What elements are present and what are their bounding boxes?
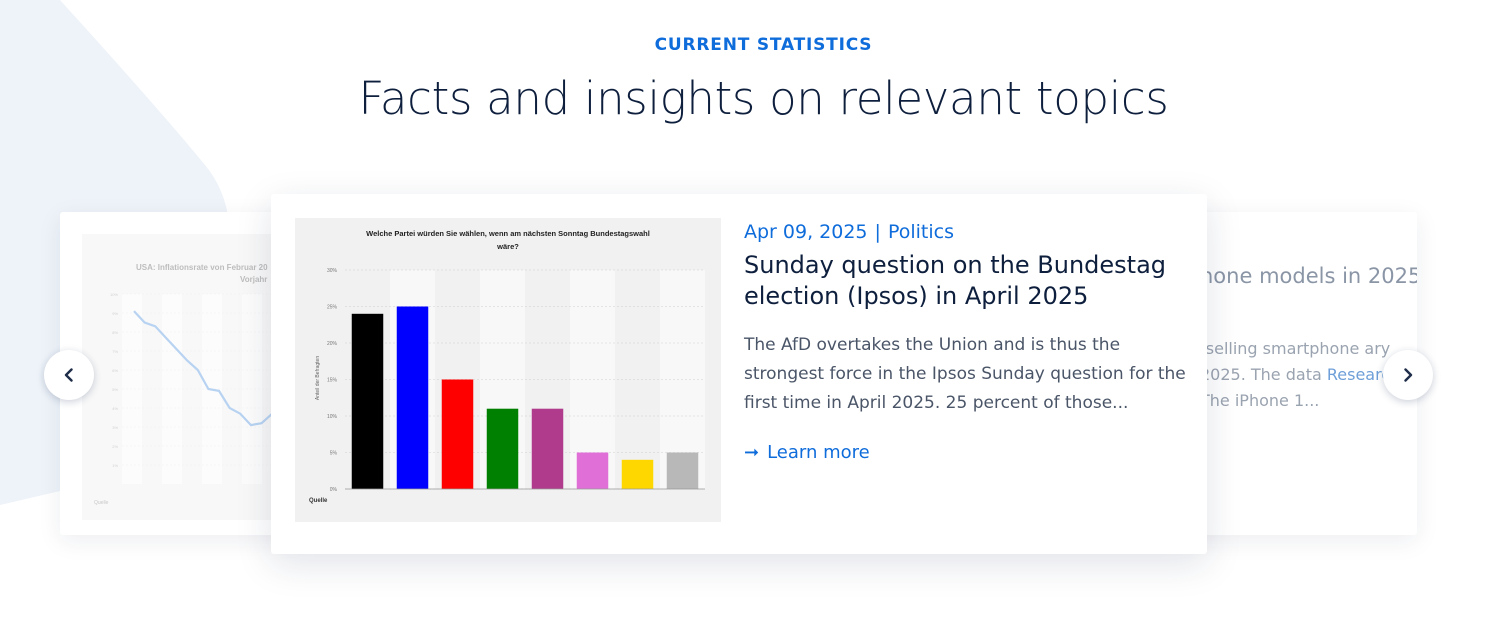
next-card-source-link[interactable]: Research [1326,365,1401,384]
statistic-thumbnail[interactable]: Welche Partei würden Sie wählen, wenn am… [295,218,721,522]
carousel-card-previous[interactable]: USA: Inflationsrate von Februar 20 Vorja… [60,212,300,535]
section-eyebrow: CURRENT STATISTICS [654,35,873,55]
chart-bar [531,408,564,489]
chart-source-label: Quelle [309,498,328,504]
carousel-prev-button[interactable] [44,350,94,400]
learn-more-label: Learn more [767,442,870,463]
left-chart-y-tick: 1% [112,463,118,468]
article-description: The AfD overtakes the Union and is thus … [744,335,1186,413]
chart-bar [576,452,609,489]
meta-separator: | [874,221,881,243]
next-card-desc-start: -selling smartphone ary 2025. The data [1200,339,1391,384]
chevron-right-icon [1404,368,1413,382]
left-chart-y-tick: 8% [112,330,118,335]
next-card-title: hone models in 2025 [1200,264,1417,288]
chart-bar [396,306,429,489]
chart-y-axis-label: Anteil der Befragten [315,356,321,400]
chart-title-line-2: wäre? [496,242,519,251]
inflation-line-chart: USA: Inflationsrate von Februar 20 Vorja… [82,234,282,520]
chart-bar [486,408,519,489]
left-chart-y-tick: 6% [112,368,118,373]
left-chart-subtitle: Vorjahr [240,275,267,284]
carousel-card-active[interactable]: Welche Partei würden Sie wählen, wenn am… [271,194,1207,554]
left-chart-y-tick: 5% [112,387,118,392]
party-poll-bar-chart: Welche Partei würden Sie wählen, wenn am… [295,218,721,522]
chart-y-tick-label: 10% [327,414,338,420]
chart-y-tick-label: 0% [330,487,338,493]
article-meta: Apr 09, 2025 | Politics [744,221,954,243]
carousel-next-button[interactable] [1383,350,1433,400]
article-date: Apr 09, 2025 [744,221,868,243]
left-chart-title: USA: Inflationsrate von Februar 20 [136,263,268,272]
chart-bar [441,379,474,489]
left-chart-y-tick: 4% [112,406,118,411]
inflation-series-line [133,310,282,427]
left-chart-y-tick: 2% [112,444,118,449]
learn-more-link[interactable]: ➞ Learn more [744,442,870,463]
chart-bar [351,313,384,489]
chart-y-tick-label: 20% [327,341,338,347]
left-chart-y-tick: 10% [110,292,118,297]
chart-y-tick-label: 25% [327,305,338,311]
carousel-card-next[interactable]: hone models in 2025 -selling smartphone … [1180,212,1417,535]
chevron-left-icon [64,368,73,382]
left-chart-y-tick: 3% [112,425,118,430]
article-title[interactable]: Sunday question on the Bundestag electio… [744,251,1167,310]
chart-y-tick-label: 30% [327,268,338,274]
arrow-right-icon: ➞ [744,442,760,463]
article-category-link[interactable]: Politics [887,221,954,243]
section-headline: Facts and insights on relevant topics [358,72,1169,125]
chart-bar [621,459,654,489]
chart-y-tick-label: 5% [330,451,338,457]
left-chart-source: Quelle [94,500,109,506]
chart-y-tick-label: 15% [327,378,338,384]
chart-title-line-1: Welche Partei würden Sie wählen, wenn am… [366,229,650,238]
chart-bar [666,452,699,489]
left-chart-y-tick: 9% [112,311,118,316]
left-chart-y-tick: 7% [112,349,118,354]
next-card-description: -selling smartphone ary 2025. The data R… [1200,336,1417,414]
